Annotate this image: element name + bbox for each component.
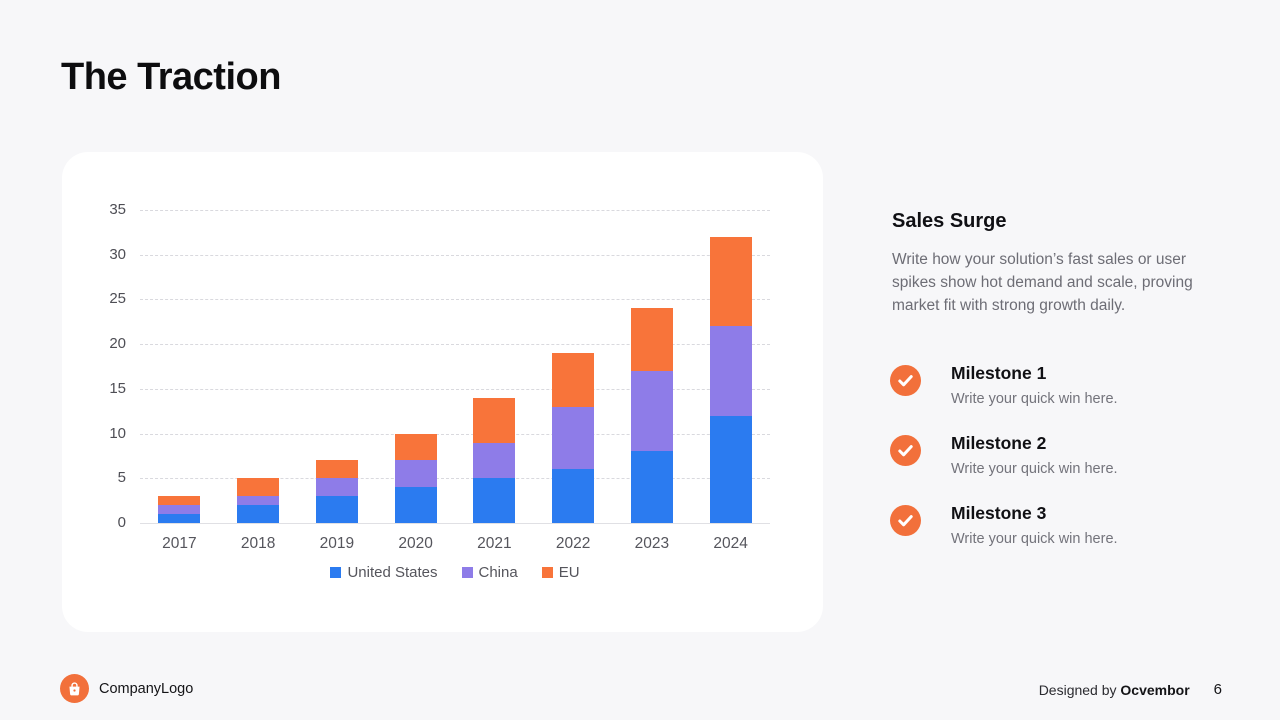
bar-segment-china-2020 [394,460,437,488]
footer-logo: CompanyLogo [60,674,193,703]
bar-segment-eu-2022 [552,353,595,407]
bar-segment-united-states-2019 [315,496,358,523]
gridline [140,388,770,390]
gridline [140,299,770,301]
milestones-list: Milestone 1 Write your quick win here. M… [890,363,1230,573]
check-icon [890,365,921,396]
bar-segment-united-states-2021 [473,478,516,523]
y-axis-tick-label: 30 [109,245,126,263]
x-axis-tick-label: 2020 [398,535,433,552]
milestone-title: Milestone 1 [951,363,1047,383]
y-axis-tick-label: 10 [109,424,126,442]
y-axis-tick-label: 25 [109,290,126,308]
chart-legend: United States China EU [140,564,770,581]
milestone-row-2: Milestone 2 Write your quick win here. [890,433,1230,477]
y-axis-tick-label: 0 [117,514,126,531]
logo-text: CompanyLogo [99,680,194,697]
bar-segment-china-2023 [630,370,673,452]
gridline [140,478,770,480]
gridline [140,254,770,256]
bar-segment-eu-2019 [315,460,358,479]
x-axis-tick-label: 2018 [240,535,276,552]
legend-label: United States [347,564,438,581]
bar-segment-eu-2017 [158,496,201,506]
sidebar-text-block: Sales Surge Write how your solution’s fa… [892,210,1228,317]
legend-swatch [461,567,473,578]
designed-by-text: Designed by Ocvembor [1038,681,1190,698]
x-axis-tick-label: 2022 [555,535,591,552]
milestone-row-3: Milestone 3 Write your quick win here. [890,503,1230,547]
bar-segment-eu-2021 [473,397,516,443]
bar-segment-china-2017 [158,505,201,515]
designer-name: Ocvembor [1120,681,1190,698]
x-axis-tick-label: 2019 [319,535,355,552]
milestone-text: Milestone 3 Write your quick win here. [951,503,1118,547]
milestone-text: Milestone 1 Write your quick win here. [951,363,1118,407]
y-axis-tick-label: 15 [109,379,126,397]
gridline [140,210,770,211]
milestone-subtitle: Write your quick win here. [951,461,1118,477]
bar-segment-china-2018 [237,496,280,506]
bar-segment-united-states-2022 [552,469,595,523]
page-number: 6 [1213,681,1222,698]
milestone-subtitle: Write your quick win here. [951,391,1118,407]
sidebar-description: Write how your solution’s fast sales or … [892,251,1193,314]
chart-card: 0 5 10 15 20 25 30 35 2017 2018 2019 2020 2021 2022 20… [62,152,823,632]
x-axis-tick-label: 2021 [477,535,512,552]
bar-segment-china-2019 [315,478,358,497]
check-icon [890,435,921,466]
sidebar-heading: Sales Surge [892,210,1007,232]
milestone-title: Milestone 2 [951,433,1047,453]
milestone-title: Milestone 3 [951,503,1047,523]
bar-segment-eu-2023 [630,308,673,371]
page-title: The Traction [61,56,281,98]
legend-item-china: China [461,564,518,581]
milestone-row-1: Milestone 1 Write your quick win here. [890,363,1230,407]
gridline [140,344,770,346]
shopping-bag-icon [60,674,89,703]
milestone-subtitle: Write your quick win here. [951,531,1118,547]
bar-segment-china-2022 [552,406,595,470]
check-icon [890,505,921,536]
x-axis-tick-label: 2017 [162,535,197,552]
legend-label: China [478,564,518,581]
y-axis-tick-label: 35 [109,201,126,218]
bar-segment-eu-2024 [709,236,752,327]
x-axis-tick-label: 2023 [634,535,670,552]
legend-label: EU [558,564,580,581]
bar-segment-china-2021 [473,442,516,479]
legend-swatch [330,567,342,578]
footer-credits: Designed by Ocvembor 6 [1039,681,1222,698]
legend-item-eu: EU [541,564,580,581]
bar-segment-eu-2020 [394,433,437,461]
y-axis-tick-label: 20 [109,335,126,353]
bar-segment-united-states-2024 [709,415,752,523]
x-axis-tick-label: 2024 [713,535,748,552]
y-axis-tick-label: 5 [117,469,126,487]
bar-segment-eu-2018 [237,478,280,497]
bar-segment-china-2024 [709,326,752,416]
bar-segment-united-states-2018 [237,505,280,523]
milestone-text: Milestone 2 Write your quick win here. [951,433,1118,477]
chart-plot: 0 5 10 15 20 25 30 35 2017 2018 2019 2020 2021 2022 20… [109,201,770,552]
bar-segment-united-states-2017 [158,514,201,523]
bar-segment-united-states-2020 [394,487,437,523]
gridline [140,433,770,435]
bar-segment-united-states-2023 [630,451,673,523]
gridline [140,523,770,524]
legend-item-united-states: United States [330,564,438,581]
legend-swatch [541,567,553,578]
